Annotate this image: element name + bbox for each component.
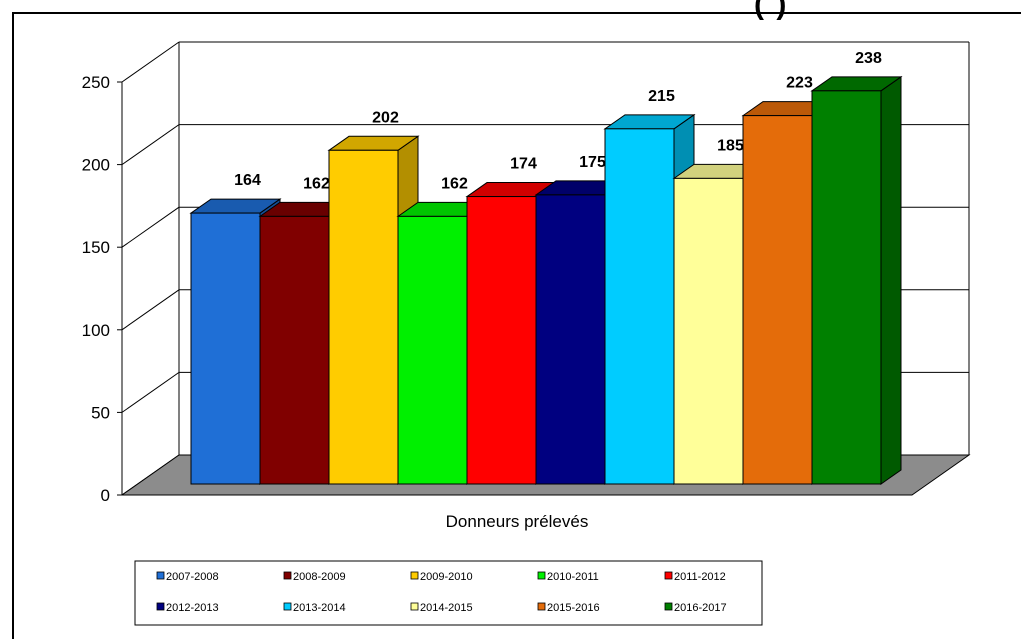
gridline-side bbox=[121, 124, 180, 166]
bar-side bbox=[880, 75, 902, 485]
legend-label: 2008-2009 bbox=[293, 571, 346, 583]
legend-swatch bbox=[537, 571, 546, 580]
bar-front bbox=[259, 215, 330, 485]
legend-label: 2010-2011 bbox=[547, 571, 599, 583]
data-label: 185 bbox=[717, 137, 744, 154]
legend-item-2013-2014: 2013-2014 bbox=[283, 602, 346, 614]
y-tick-label: 0 bbox=[101, 486, 110, 505]
legend-swatch bbox=[410, 602, 419, 611]
gridline-side bbox=[121, 41, 180, 83]
bar-front bbox=[811, 90, 882, 485]
legend-label: 2016-2017 bbox=[674, 602, 727, 614]
data-label: 164 bbox=[234, 172, 261, 189]
legend-item-2012-2013: 2012-2013 bbox=[156, 602, 219, 614]
legend-label: 2009-2010 bbox=[420, 571, 473, 583]
data-label: 162 bbox=[441, 175, 468, 192]
data-label: 215 bbox=[648, 88, 675, 105]
legend-label: 2011-2012 bbox=[674, 571, 726, 583]
y-tick-label: 50 bbox=[91, 403, 110, 422]
partial-title: ( ) bbox=[754, 0, 789, 21]
bar-front bbox=[742, 115, 813, 485]
bar-front bbox=[190, 212, 261, 485]
legend-label: 2014-2015 bbox=[420, 602, 473, 614]
y-tick-label: 100 bbox=[82, 321, 110, 340]
legend-swatch bbox=[156, 602, 165, 611]
legend-swatch bbox=[664, 602, 673, 611]
bar-front bbox=[397, 215, 468, 485]
legend-swatch bbox=[283, 602, 292, 611]
legend-swatch bbox=[283, 571, 292, 580]
legend-item-2009-2010: 2009-2010 bbox=[410, 571, 473, 583]
y-tick-label: 250 bbox=[82, 73, 110, 92]
legend-label: 2012-2013 bbox=[166, 602, 219, 614]
legend-label: 2007-2008 bbox=[166, 571, 219, 583]
data-label: 238 bbox=[855, 50, 882, 67]
legend-item-2014-2015: 2014-2015 bbox=[410, 602, 473, 614]
bar-front bbox=[604, 128, 675, 485]
gridline-side bbox=[121, 289, 180, 331]
data-label: 202 bbox=[372, 109, 399, 126]
data-label: 174 bbox=[510, 156, 537, 173]
bar-2016-2017: 238 bbox=[810, 50, 903, 485]
data-label: 223 bbox=[786, 75, 813, 92]
bar-front bbox=[673, 177, 744, 485]
legend-item-2011-2012: 2011-2012 bbox=[664, 571, 726, 583]
data-label: 162 bbox=[303, 175, 330, 192]
legend-swatch bbox=[410, 571, 419, 580]
legend-item-2007-2008: 2007-2008 bbox=[156, 571, 219, 583]
chart-frame: ( ) bbox=[12, 0, 1021, 639]
legend-label: 2015-2016 bbox=[547, 602, 600, 614]
bar-front bbox=[535, 194, 606, 485]
legend-swatch bbox=[664, 571, 673, 580]
legend-item-2010-2011: 2010-2011 bbox=[537, 571, 599, 583]
gridline-side bbox=[121, 371, 180, 413]
x-axis-label: Donneurs prélevés bbox=[446, 512, 589, 531]
data-label: 175 bbox=[579, 154, 606, 171]
legend-label: 2013-2014 bbox=[293, 602, 346, 614]
legend-box bbox=[134, 560, 763, 626]
legend-swatch bbox=[156, 571, 165, 580]
legend-item-2008-2009: 2008-2009 bbox=[283, 571, 346, 583]
legend-swatch bbox=[537, 602, 546, 611]
legend-item-2015-2016: 2015-2016 bbox=[537, 602, 600, 614]
gridline-side bbox=[121, 206, 180, 248]
y-tick-label: 200 bbox=[82, 156, 110, 175]
bar-front bbox=[328, 149, 399, 485]
bar-front bbox=[466, 196, 537, 485]
y-tick-label: 150 bbox=[82, 238, 110, 257]
legend-item-2016-2017: 2016-2017 bbox=[664, 602, 727, 614]
